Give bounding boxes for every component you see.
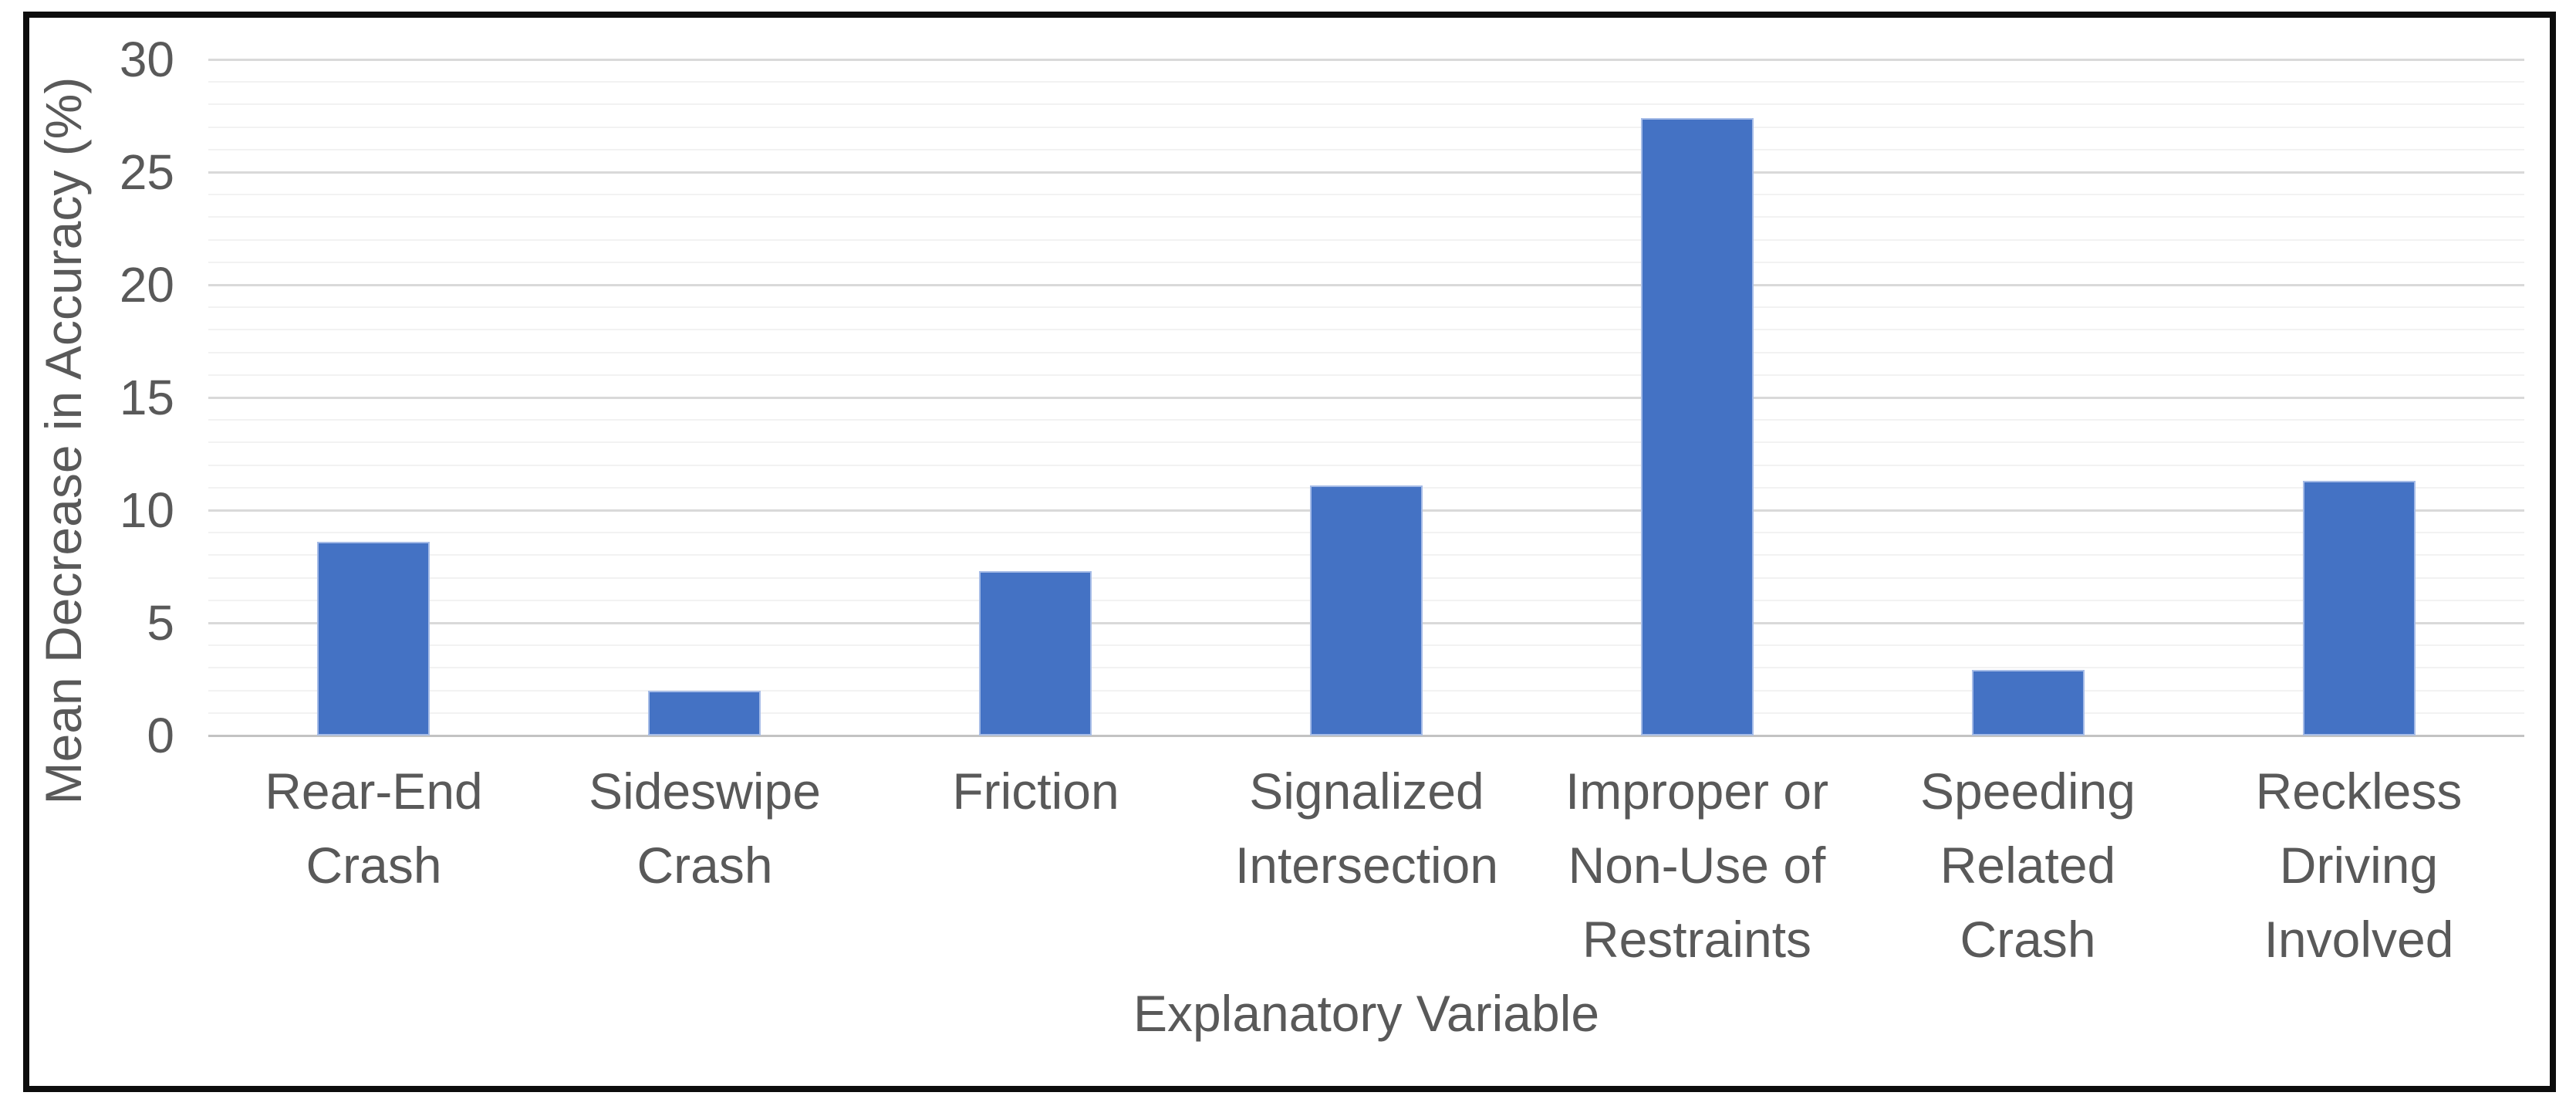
minor-gridline [208, 465, 2524, 466]
y-tick-label-20: 20 [119, 257, 174, 313]
major-gridline [208, 59, 2524, 61]
minor-gridline [208, 306, 2524, 308]
x-category-label-reckless-driving-involved: Reckless Driving Involved [2255, 763, 2463, 968]
y-tick-label-5: 5 [147, 595, 174, 651]
bar-reckless-driving-involved [2303, 481, 2416, 736]
minor-gridline [208, 103, 2524, 105]
minor-gridline [208, 81, 2524, 83]
minor-gridline [208, 127, 2524, 128]
minor-gridline [208, 194, 2524, 195]
minor-gridline [208, 262, 2524, 263]
x-category-label-signalized-intersection: Signalized Intersection [1234, 763, 1499, 894]
minor-gridline [208, 419, 2524, 421]
x-category-label-rear-end-crash: Rear-End Crash [265, 763, 483, 894]
chart-frame: Mean Decrease in Accuracy (%) Explanator… [23, 12, 2556, 1092]
major-gridline [208, 397, 2524, 399]
bar-sideswipe-crash [648, 691, 761, 736]
x-category-label-sideswipe-crash: Sideswipe Crash [589, 763, 821, 894]
major-gridline [208, 284, 2524, 286]
major-gridline [208, 171, 2524, 174]
y-tick-label-10: 10 [119, 482, 174, 538]
x-category-label-improper-or-non-use-of-restraints: Improper or Non-Use of Restraints [1565, 763, 1829, 968]
minor-gridline [208, 352, 2524, 353]
bar-speeding-related-crash [1972, 670, 2085, 736]
bar-signalized-intersection [1310, 485, 1423, 736]
x-axis-title: Explanatory Variable [1133, 985, 1600, 1042]
bar-friction [979, 571, 1092, 736]
plot-area [208, 59, 2524, 737]
minor-gridline [208, 374, 2524, 376]
y-tick-label-30: 30 [119, 32, 174, 87]
y-tick-label-0: 0 [147, 708, 174, 763]
minor-gridline [208, 149, 2524, 150]
y-tick-label-15: 15 [119, 370, 174, 425]
minor-gridline [208, 441, 2524, 443]
x-category-label-speeding-related-crash: Speeding Related Crash [1920, 763, 2135, 968]
bar-improper-or-non-use-of-restraints [1641, 118, 1754, 736]
x-category-label-friction: Friction [952, 763, 1119, 820]
y-tick-label-25: 25 [119, 144, 174, 200]
bar-rear-end-crash [317, 542, 430, 736]
minor-gridline [208, 329, 2524, 330]
minor-gridline [208, 239, 2524, 241]
minor-gridline [208, 216, 2524, 218]
x-axis-line [208, 735, 2524, 737]
